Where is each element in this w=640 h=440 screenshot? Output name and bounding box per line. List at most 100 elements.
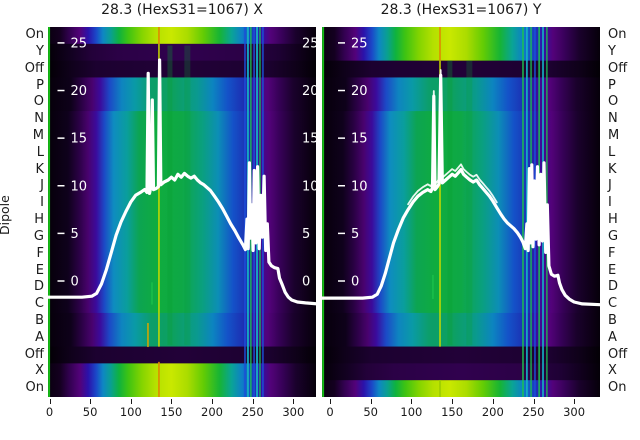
artifact-line bbox=[167, 45, 173, 346]
heatmap-row bbox=[322, 329, 600, 348]
dipole-row-label-right: J bbox=[608, 178, 612, 194]
dipole-row-label-right: B bbox=[608, 312, 617, 328]
dipole-row-label-left: J bbox=[40, 178, 44, 194]
heatmap-row bbox=[322, 144, 600, 163]
y-tick-label: 20 bbox=[351, 84, 368, 99]
dipole-row-label-left: P bbox=[36, 77, 44, 93]
dipole-row-label-right: On bbox=[608, 27, 627, 42]
dipole-row-label-right: M bbox=[608, 127, 620, 143]
dipole-row-label-left: M bbox=[32, 127, 44, 143]
heatmap-row bbox=[48, 195, 316, 213]
dipole-row-label-right: D bbox=[608, 279, 619, 295]
artifact-line bbox=[439, 60, 441, 347]
artifact-line bbox=[158, 44, 160, 347]
x-tick-mark bbox=[574, 399, 576, 404]
dipole-row-label-left: L bbox=[36, 144, 44, 160]
dipole-row-label-left: D bbox=[33, 279, 44, 295]
dipole-row-label-right: A bbox=[608, 329, 617, 345]
heatmap-row bbox=[322, 245, 600, 263]
y-tick-label: 0 bbox=[351, 275, 359, 290]
x-tick-label: 200 bbox=[201, 405, 223, 419]
heatmap-row bbox=[48, 94, 316, 112]
heatmap-row bbox=[48, 43, 316, 62]
dipole-row-label-left: X bbox=[35, 363, 44, 379]
artifact-line bbox=[322, 27, 325, 397]
x-tick-mark bbox=[293, 399, 295, 404]
y-tick-label-right: 10 bbox=[302, 179, 316, 194]
heatmap-row bbox=[322, 111, 600, 129]
dipole-row-label-right: P bbox=[608, 77, 616, 93]
y-tick-label: 0 bbox=[71, 275, 79, 290]
x-tick-label: 50 bbox=[363, 405, 378, 419]
artifact-line bbox=[48, 27, 51, 397]
x-tick-mark bbox=[171, 399, 173, 404]
artifact-line bbox=[147, 323, 149, 348]
heatmap-row bbox=[48, 27, 316, 45]
dipole-row-label-left: E bbox=[35, 262, 44, 278]
x-tick-mark bbox=[49, 399, 51, 404]
dipole-row-label-right: O bbox=[608, 94, 619, 110]
heatmap-row bbox=[322, 60, 600, 78]
dipole-row-label-left: N bbox=[34, 111, 44, 127]
y-tick-label-right: 20 bbox=[302, 84, 316, 99]
x-tick-label: 150 bbox=[160, 405, 183, 419]
dipole-row-label-right: H bbox=[608, 212, 618, 227]
dipole-row-label-left: Y bbox=[36, 43, 44, 59]
y-tick-label: 25 bbox=[71, 36, 88, 51]
y-tick-label-right: 15 bbox=[302, 132, 316, 147]
heatmap-row bbox=[48, 178, 316, 196]
artifact-line bbox=[439, 27, 441, 61]
dipole-row-label-left: O bbox=[33, 94, 44, 110]
x-tick-mark bbox=[492, 399, 494, 404]
dipole-row-label-right: F bbox=[608, 245, 616, 261]
dipole-row-label-left: A bbox=[35, 329, 44, 345]
y-tick-label: 20 bbox=[71, 84, 88, 99]
x-tick-label: 0 bbox=[45, 405, 54, 419]
heatmap-row bbox=[48, 363, 316, 381]
dipole-row-label-right: L bbox=[608, 144, 616, 160]
x-tick-label: 200 bbox=[481, 405, 504, 419]
heatmap-row bbox=[322, 363, 600, 381]
heatmap-row bbox=[48, 111, 316, 129]
artifact-line bbox=[432, 274, 434, 299]
y-tick-label: 5 bbox=[351, 227, 359, 242]
response-curve bbox=[322, 73, 600, 307]
x-tick-mark bbox=[130, 399, 132, 404]
heatmap-row bbox=[48, 212, 316, 230]
heatmap-row bbox=[48, 346, 316, 364]
dipole-row-label-left: Off bbox=[24, 60, 44, 76]
x-tick-label: 100 bbox=[400, 405, 423, 419]
y-tick-label-right: 0 bbox=[302, 275, 310, 290]
dipole-row-label-left: On bbox=[25, 380, 44, 396]
artifact-line bbox=[439, 379, 441, 397]
heatmap-row bbox=[322, 212, 600, 230]
x-tick-mark bbox=[330, 399, 331, 404]
artifact-line bbox=[447, 60, 453, 346]
x-tick-label: 300 bbox=[282, 405, 305, 419]
x-tick-label: 250 bbox=[241, 405, 264, 419]
dipole-row-label-right: On bbox=[608, 380, 627, 396]
dipole-row-label-right: I bbox=[608, 195, 612, 211]
dipole-row-label-right: N bbox=[608, 111, 618, 127]
artifact-line bbox=[158, 27, 160, 45]
x-tick-label: 0 bbox=[326, 405, 334, 419]
y-tick-label: 5 bbox=[71, 227, 79, 242]
heatmap-row bbox=[48, 245, 316, 263]
dipole-row-label-right: K bbox=[608, 161, 617, 177]
heatmap-panel-y: 25 20 15 10 5 0 bbox=[322, 27, 600, 397]
dipole-row-label-left: K bbox=[35, 161, 44, 177]
x-tick-mark bbox=[252, 399, 254, 404]
y-tick-label: 25 bbox=[351, 36, 368, 51]
y-tick-label: 15 bbox=[351, 132, 368, 147]
dipole-row-label-left: G bbox=[33, 228, 44, 244]
dipole-row-label-right: E bbox=[608, 262, 617, 278]
panel-x-title: 28.3 (HexS31=1067) X bbox=[101, 2, 263, 18]
dipole-row-label-right: G bbox=[608, 228, 619, 244]
heatmap-row bbox=[322, 312, 600, 331]
heatmap-row bbox=[48, 60, 316, 78]
x-tick-label: 300 bbox=[563, 405, 586, 419]
heatmap-row bbox=[322, 346, 600, 364]
dipole-row-label-left: B bbox=[35, 312, 44, 328]
heatmap-row bbox=[48, 329, 316, 348]
